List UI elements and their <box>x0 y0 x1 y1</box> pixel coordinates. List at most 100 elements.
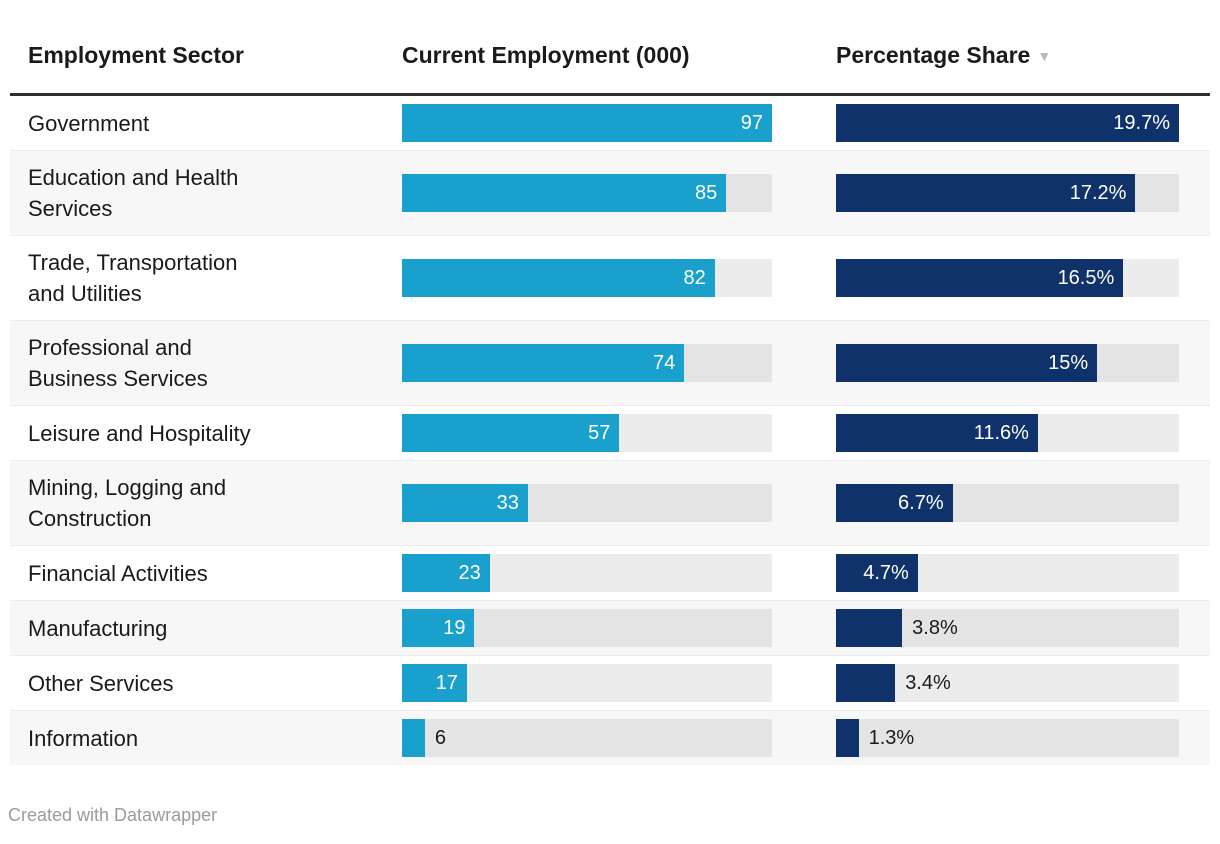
sector-cell: Professional and Business Services <box>10 321 402 405</box>
employment-bar: 97 <box>402 104 772 142</box>
share-bar: 15% <box>836 344 1098 382</box>
employment-value: 6 <box>434 727 446 749</box>
chart-page: Employment Sector Current Employment (00… <box>8 0 1210 825</box>
employment-cell: 6 6 <box>402 719 772 757</box>
column-header-sector[interactable]: Employment Sector <box>28 42 244 68</box>
sector-label: Leisure and Hospitality <box>28 420 251 446</box>
employment-bar-track: 33 33 <box>402 484 772 522</box>
employment-bar: 17 <box>402 664 467 702</box>
employment-value: 85 <box>694 182 718 204</box>
table-row: Mining, Logging and Construction 33 33 6… <box>10 460 1210 545</box>
employment-bar-track: 57 57 <box>402 414 772 452</box>
share-cell: 17.2% 17.2% <box>836 174 1179 212</box>
employment-bar-track: 6 6 <box>402 719 772 757</box>
employment-bar: 33 <box>402 484 528 522</box>
employment-bar-track: 19 19 <box>402 609 772 647</box>
employment-cell: 33 33 <box>402 484 772 522</box>
sector-label: Manufacturing <box>28 615 168 641</box>
share-bar-track: 11.6% 11.6% <box>836 414 1179 452</box>
share-bar: 3.4% <box>836 664 896 702</box>
table-row: Financial Activities 23 23 4.7% 4.7% <box>10 545 1210 600</box>
sector-label: Mining, Logging and Construction <box>28 475 227 531</box>
employment-bar-track: 74 74 <box>402 344 772 382</box>
sector-cell: Information <box>10 712 402 765</box>
sector-cell: Government <box>10 97 402 150</box>
sector-label: Financial Activities <box>28 560 208 586</box>
employment-value: 57 <box>588 422 611 444</box>
sector-cell: Mining, Logging and Construction <box>10 461 402 545</box>
table-row: Information 6 6 1.3% 1.3% <box>10 710 1210 765</box>
share-value: 3.8% <box>912 617 958 639</box>
employment-value: 97 <box>740 112 763 134</box>
employment-value: 19 <box>443 617 466 639</box>
sector-label: Government <box>28 110 150 136</box>
share-cell: 15% 15% <box>836 344 1179 382</box>
employment-cell: 23 23 <box>402 554 772 592</box>
employment-bar: 74 <box>402 344 685 382</box>
employment-cell: 97 97 <box>402 104 772 142</box>
share-value: 16.5% <box>1057 267 1115 289</box>
table-row: Leisure and Hospitality 57 57 11.6% 11.6… <box>10 405 1210 460</box>
sector-cell: Financial Activities <box>10 547 402 600</box>
employment-bar: 19 <box>402 609 475 647</box>
share-cell: 3.4% 3.4% <box>836 664 1179 702</box>
share-bar: 3.8% <box>836 609 903 647</box>
column-header-employment[interactable]: Current Employment (000) <box>402 42 690 68</box>
share-bar-track: 4.7% 4.7% <box>836 554 1179 592</box>
sector-label: Trade, Transportation and Utilities <box>28 250 238 306</box>
share-value: 6.7% <box>898 492 944 514</box>
employment-cell: 74 74 <box>402 344 772 382</box>
share-value: 3.4% <box>905 672 951 694</box>
share-bar: 19.7% <box>836 104 1179 142</box>
share-cell: 11.6% 11.6% <box>836 414 1179 452</box>
share-bar-track: 1.3% 1.3% <box>836 719 1179 757</box>
sector-cell: Trade, Transportation and Utilities <box>10 236 402 320</box>
employment-bar-track: 82 82 <box>402 259 772 297</box>
sort-descending-icon: ▼ <box>1037 48 1052 64</box>
header-divider <box>10 93 1210 96</box>
share-bar: 16.5% <box>836 259 1124 297</box>
share-bar-track: 16.5% 16.5% <box>836 259 1179 297</box>
share-bar-track: 19.7% 19.7% <box>836 104 1179 142</box>
share-bar-track: 17.2% 17.2% <box>836 174 1179 212</box>
share-value: 4.7% <box>863 562 909 584</box>
share-cell: 3.8% 3.8% <box>836 609 1179 647</box>
sector-label: Other Services <box>28 670 174 696</box>
employment-bar: 57 <box>402 414 620 452</box>
table-row: Government 97 97 19.7% 19.7% <box>10 96 1210 150</box>
share-bar: 1.3% <box>836 719 859 757</box>
share-bar-track: 3.4% 3.4% <box>836 664 1179 702</box>
share-value: 19.7% <box>1113 112 1170 134</box>
share-cell: 4.7% 4.7% <box>836 554 1179 592</box>
employment-bar-track: 97 97 <box>402 104 772 142</box>
share-cell: 16.5% 16.5% <box>836 259 1179 297</box>
share-value: 11.6% <box>973 422 1029 444</box>
share-bar: 11.6% <box>836 414 1038 452</box>
sector-label: Information <box>28 725 139 751</box>
employment-value: 17 <box>435 672 458 694</box>
employment-bar: 85 <box>402 174 727 212</box>
share-bar: 6.7% <box>836 484 953 522</box>
attribution-credit[interactable]: Created with Datawrapper <box>8 805 218 825</box>
table-row: Other Services 17 17 3.4% 3.4% <box>10 655 1210 710</box>
employment-value: 82 <box>683 267 706 289</box>
table-row: Trade, Transportation and Utilities 82 8… <box>10 235 1210 320</box>
share-cell: 6.7% 6.7% <box>836 484 1179 522</box>
share-bar-track: 3.8% 3.8% <box>836 609 1179 647</box>
bar-table: Employment Sector Current Employment (00… <box>10 0 1210 765</box>
table-row: Education and Health Services 85 85 17.2… <box>10 150 1210 235</box>
share-value: 1.3% <box>868 727 915 749</box>
share-bar: 4.7% <box>836 554 918 592</box>
table-body: Government 97 97 19.7% 19.7% Education a… <box>10 96 1210 765</box>
share-cell: 1.3% 1.3% <box>836 719 1179 757</box>
column-header-share[interactable]: Percentage Share ▼ <box>836 42 1179 69</box>
employment-bar: 6 <box>402 719 425 757</box>
employment-bar-track: 85 85 <box>402 174 772 212</box>
sector-cell: Education and Health Services <box>10 151 402 235</box>
employment-cell: 85 85 <box>402 174 772 212</box>
share-bar-track: 15% 15% <box>836 344 1179 382</box>
table-header: Employment Sector Current Employment (00… <box>10 0 1210 93</box>
sector-cell: Leisure and Hospitality <box>10 407 402 460</box>
employment-value: 23 <box>458 562 481 584</box>
sector-label: Professional and Business Services <box>28 335 208 391</box>
